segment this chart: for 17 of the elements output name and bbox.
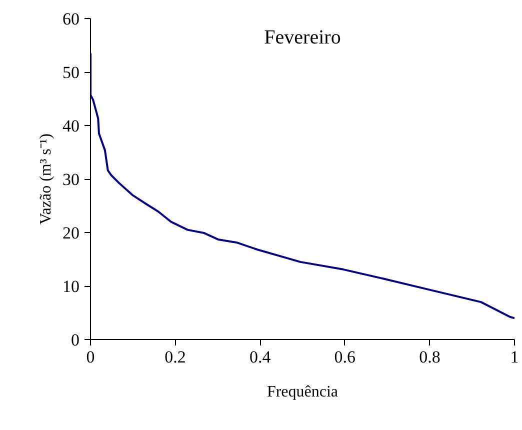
x-tick-label: 0.8 (419, 348, 440, 366)
x-tick-label: 0.2 (164, 348, 186, 366)
y-tick-label: 40 (62, 116, 80, 136)
x-axis-title: Frequência (266, 384, 338, 400)
y-tick-label: 20 (62, 224, 80, 242)
y-axis-title: Vazão (m³ s⁻¹) (38, 133, 54, 225)
y-tick-label: 50 (62, 63, 80, 82)
line-series (90, 52, 514, 320)
x-tick-label: 1 (510, 348, 519, 366)
x-tick-label: 0.6 (334, 348, 356, 366)
y-tick-label: 0 (71, 330, 80, 350)
x-tick-label: 0.4 (249, 348, 272, 366)
y-tick-label: 10 (62, 277, 80, 296)
y-tick-label: 60 (62, 10, 80, 28)
chart-title: Fevereiro (264, 26, 341, 48)
y-tick-label: 30 (62, 170, 80, 189)
x-tick-label: 0 (86, 348, 95, 366)
